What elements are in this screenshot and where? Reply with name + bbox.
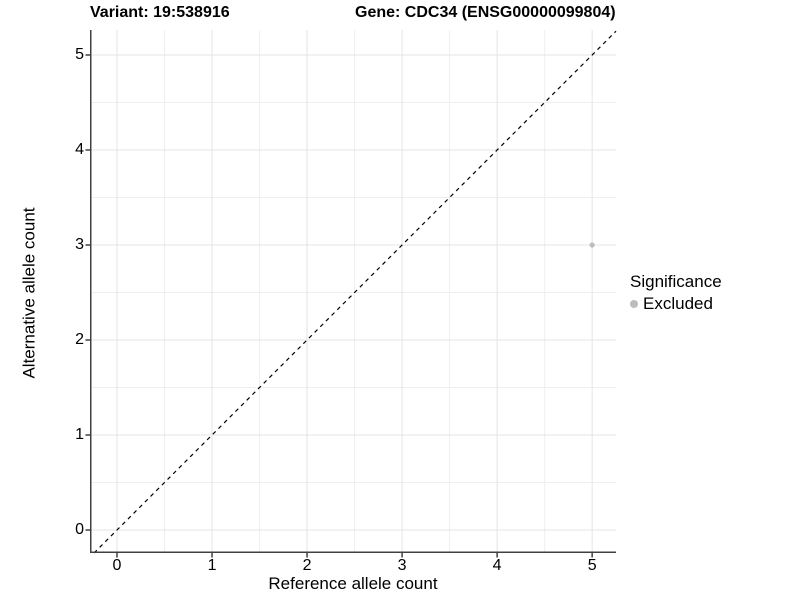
x-tick-label: 5 (587, 557, 597, 574)
y-tick-label: 0 (75, 521, 84, 538)
scatter-plot-canvas (85, 30, 617, 558)
x-axis-title: Reference allele count (268, 574, 438, 593)
plot-title-gene: Gene: CDC34 (ENSG00000099804) (355, 4, 616, 21)
x-tick-label: 2 (302, 557, 312, 574)
legend-item-excluded: Excluded (630, 294, 722, 314)
x-tick-label: 4 (492, 557, 502, 574)
data-point (589, 242, 595, 248)
identity-reference-line (93, 30, 617, 554)
x-tick-label: 0 (112, 557, 122, 574)
legend-point-icon (630, 300, 638, 308)
y-tick-label: 1 (75, 426, 84, 443)
x-tick-label: 3 (397, 557, 407, 574)
y-tick-label: 3 (75, 235, 84, 253)
y-tick-label: 2 (75, 330, 84, 348)
legend: Significance Excluded (630, 272, 722, 314)
y-tick-label: 5 (75, 45, 84, 63)
y-tick-label: 4 (75, 140, 84, 158)
plot-panel (85, 30, 617, 558)
legend-title: Significance (630, 272, 722, 291)
plot-title-variant: Variant: 19:538916 (90, 4, 230, 21)
x-tick-label: 1 (207, 557, 217, 574)
legend-item-label: Excluded (643, 294, 713, 313)
y-axis-title: Alternative allele count (19, 207, 39, 379)
